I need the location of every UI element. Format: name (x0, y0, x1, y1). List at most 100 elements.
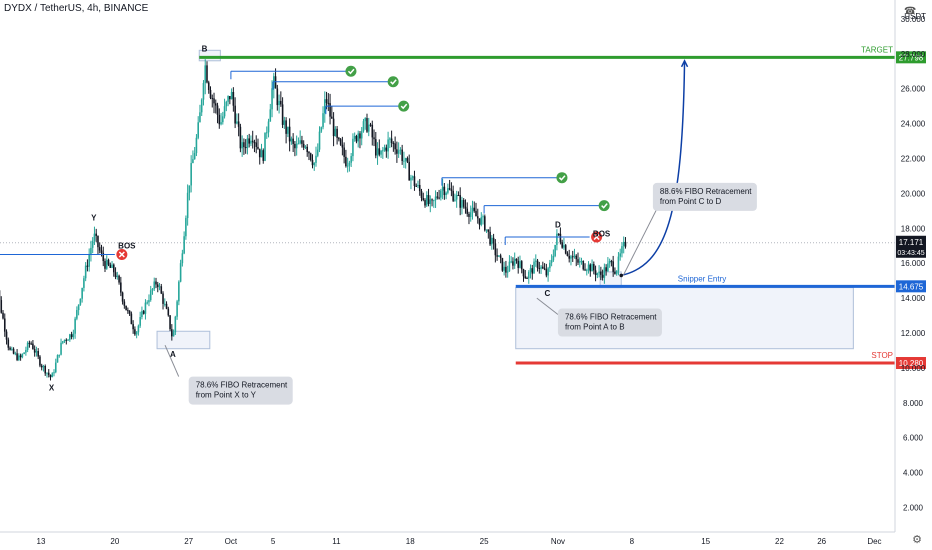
candle-body (280, 100, 282, 105)
candle-body (316, 149, 319, 156)
candle-body (65, 339, 68, 341)
candle-body (433, 200, 435, 202)
candle-body (63, 339, 66, 342)
symbol-title[interactable]: DYDX / TetherUS, 4h, BINANCE (4, 3, 149, 14)
candle-body (459, 195, 461, 208)
candle-body (287, 126, 289, 134)
candle-body (144, 302, 147, 314)
candle-body (255, 142, 258, 147)
candle-body (427, 195, 430, 204)
candle-body (506, 271, 509, 273)
candle-body (362, 121, 365, 132)
currency-label[interactable]: USDT (904, 12, 926, 21)
candle-body (123, 301, 126, 306)
candle-body (527, 271, 530, 279)
candle-body (178, 281, 180, 302)
candle-body (16, 353, 18, 360)
candle-body (607, 263, 609, 272)
candle-body (498, 255, 500, 257)
candle-body (380, 150, 382, 155)
x-tick-label: 11 (332, 537, 341, 546)
candle-body (540, 266, 542, 269)
candle-body (550, 260, 553, 263)
candle-body (67, 339, 69, 341)
candle-body (621, 246, 623, 254)
candle-body (345, 156, 347, 167)
candle-body (578, 261, 581, 263)
candle-body (229, 96, 231, 100)
candle-body (262, 150, 265, 161)
candle-body (357, 133, 360, 142)
candle-body (339, 139, 342, 145)
candle-body (14, 353, 17, 355)
candle-body (0, 300, 3, 313)
candle-body (79, 298, 82, 305)
candle-body (487, 229, 490, 232)
candle-body (313, 162, 316, 166)
candle-body (40, 365, 43, 368)
x-tick-label: 25 (480, 537, 489, 546)
check-icon (345, 65, 357, 77)
candle-body (431, 199, 433, 201)
candle-body (69, 334, 71, 340)
candle-body (21, 353, 24, 358)
candle-body (214, 103, 217, 106)
candle-body (176, 301, 178, 317)
candle-body (476, 216, 479, 219)
candle-body (25, 349, 27, 353)
candle-body (436, 196, 439, 198)
candle-body (420, 191, 423, 199)
candle-body (478, 218, 481, 225)
candle-body (220, 122, 222, 125)
bell-icon[interactable]: ☎ (904, 6, 917, 17)
candle-body (297, 143, 300, 145)
candle-body (197, 122, 199, 138)
candle-body (299, 140, 301, 144)
candle-body (334, 128, 337, 137)
candle-body (251, 140, 254, 143)
projection-curve (621, 60, 686, 277)
candle-body (207, 82, 210, 91)
candle-body (185, 218, 187, 237)
candle-body (538, 267, 541, 269)
candle-body (385, 147, 388, 152)
candle-body (515, 258, 518, 261)
candle-body (615, 270, 618, 274)
candle-body (174, 316, 177, 333)
y-tick-label: 24.000 (901, 120, 926, 129)
y-tick-label: 2.000 (903, 504, 924, 513)
gear-icon[interactable]: ⚙ (912, 534, 922, 546)
candle-body (306, 146, 309, 153)
candle-body (485, 229, 488, 231)
candle-body (529, 268, 532, 272)
candle-body (605, 267, 607, 272)
candle-body (246, 138, 249, 149)
candle-body (156, 284, 159, 287)
candle-body (410, 177, 412, 181)
candle-body (125, 305, 127, 311)
candle-body (568, 255, 571, 259)
candle-body (46, 372, 48, 374)
candle-body (222, 116, 224, 123)
candle-body (118, 275, 120, 283)
candle-body (341, 144, 344, 148)
candle-body (455, 195, 458, 200)
candle-body (622, 241, 625, 247)
candle-body (269, 109, 272, 122)
candle-body (302, 143, 305, 148)
candle-body (155, 281, 157, 285)
candle-body (447, 188, 449, 193)
check-icon (556, 172, 568, 184)
candle-body (294, 143, 296, 149)
level-price-tag (896, 51, 926, 64)
candle-body (33, 349, 36, 353)
candle-body (100, 250, 103, 253)
candle-body (413, 176, 416, 186)
candle-body (105, 259, 108, 269)
candle-body (338, 137, 340, 140)
candle-body (58, 354, 61, 356)
candle-body (181, 253, 184, 264)
candle-body (230, 92, 233, 100)
